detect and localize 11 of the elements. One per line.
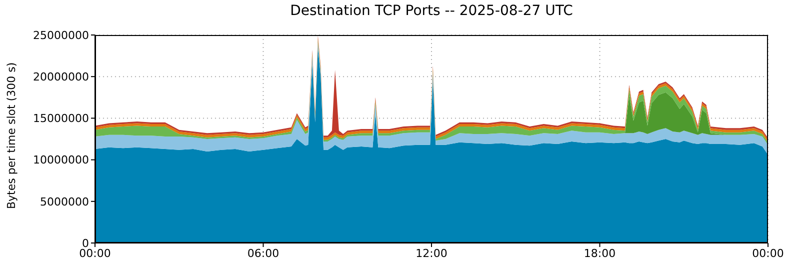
y-tick-label: 10000000 xyxy=(33,154,89,167)
x-tick-label: 12:00 xyxy=(416,246,448,260)
chart-title: Destination TCP Ports -- 2025-08-27 UTC xyxy=(289,3,574,19)
x-tick-label: 06:00 xyxy=(247,246,280,260)
y-tick-label: 15000000 xyxy=(33,112,89,126)
y-tick-label: 5000000 xyxy=(40,195,89,208)
y-tick-label: 25000000 xyxy=(33,28,89,42)
x-tick-label: 18:00 xyxy=(584,246,616,260)
y-tick-label: 20000000 xyxy=(33,70,89,84)
y-axis-title: Bytes per time slot (300 s) xyxy=(4,62,18,209)
x-tick-label: 00:00 xyxy=(752,246,784,260)
